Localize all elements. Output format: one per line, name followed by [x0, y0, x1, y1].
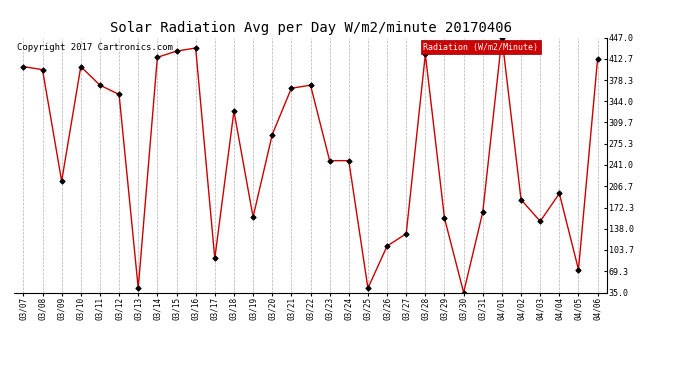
Point	[95, 82, 106, 88]
Point	[343, 158, 354, 164]
Text: Copyright 2017 Cartronics.com: Copyright 2017 Cartronics.com	[17, 43, 172, 52]
Point	[592, 56, 603, 62]
Point	[535, 218, 546, 224]
Point	[37, 67, 48, 73]
Point	[382, 243, 393, 249]
Point	[554, 190, 565, 196]
Point	[401, 231, 412, 237]
Point	[18, 64, 29, 70]
Point	[267, 132, 278, 138]
Text: Radiation (W/m2/Minute): Radiation (W/m2/Minute)	[423, 43, 538, 52]
Point	[56, 178, 67, 184]
Point	[228, 108, 239, 114]
Point	[496, 34, 507, 40]
Title: Solar Radiation Avg per Day W/m2/minute 20170406: Solar Radiation Avg per Day W/m2/minute …	[110, 21, 511, 35]
Point	[152, 54, 163, 60]
Point	[75, 64, 86, 70]
Point	[286, 85, 297, 91]
Point	[171, 48, 182, 54]
Point	[114, 92, 125, 98]
Point	[248, 214, 259, 220]
Point	[132, 285, 144, 291]
Point	[305, 82, 316, 88]
Point	[439, 215, 450, 221]
Point	[420, 51, 431, 57]
Point	[573, 267, 584, 273]
Point	[362, 285, 373, 291]
Point	[515, 196, 526, 202]
Point	[324, 158, 335, 164]
Point	[190, 45, 201, 51]
Point	[477, 209, 489, 215]
Point	[458, 290, 469, 296]
Point	[209, 255, 220, 261]
